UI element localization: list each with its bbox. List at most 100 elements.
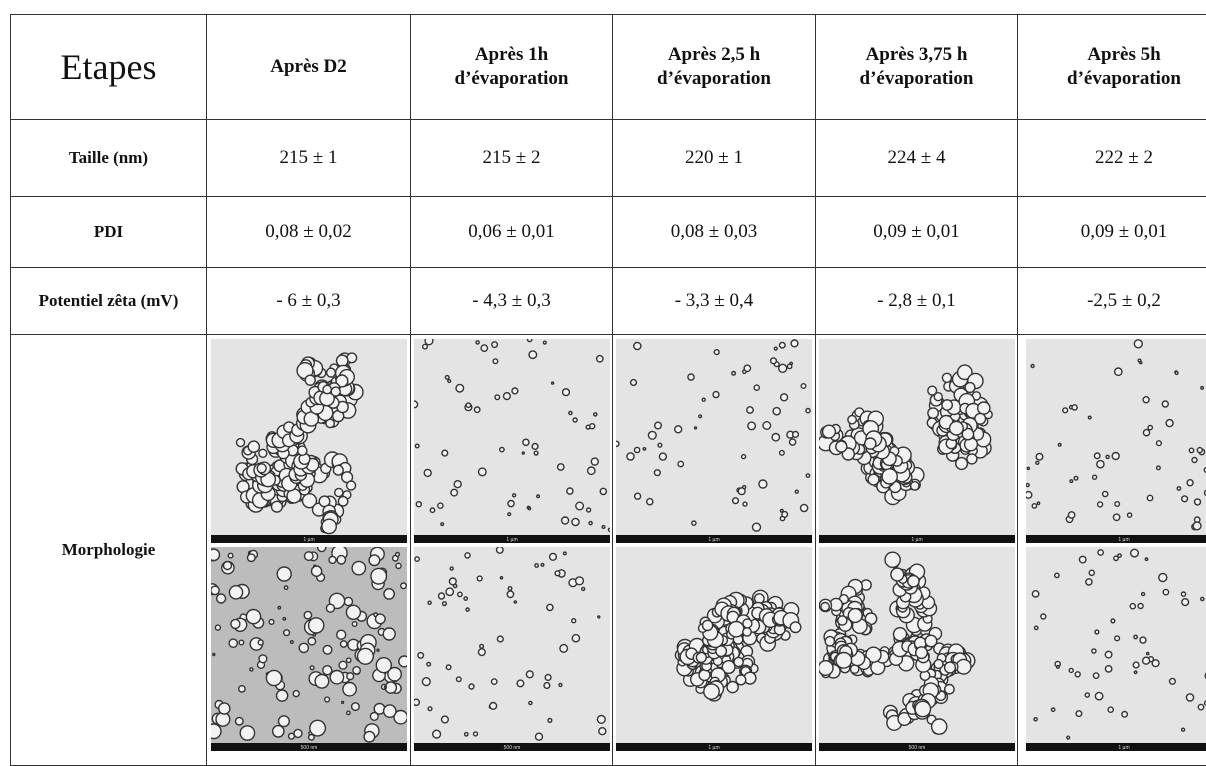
particle [532,444,538,450]
particle [546,604,552,610]
particle [453,584,456,587]
particle [346,605,360,619]
particle [422,678,430,686]
particle [1157,466,1161,470]
value-cell: - 3,3 ± 0,4 [613,268,816,335]
particle [586,425,590,429]
particle [729,622,744,637]
particle [1175,372,1178,375]
particle [1031,365,1034,368]
particle [549,553,556,560]
particle [655,422,662,429]
particle [496,547,503,553]
micrograph: 1 µm [616,339,812,543]
particle [1111,619,1115,623]
particle [491,679,496,684]
particle [934,660,943,669]
particle [534,451,538,455]
particle [283,630,289,636]
header-cell: Après D2 [207,15,411,120]
particle [593,413,596,416]
particle [562,389,569,396]
particle [942,373,951,382]
particle [1133,662,1139,668]
particle [383,589,393,599]
data-row: Potentiel zêta (mV)- 6 ± 0,3- 4,3 ± 0,3-… [11,268,1206,335]
particle [1145,558,1147,560]
particle [493,359,498,364]
particle [734,657,743,666]
particle [479,644,483,648]
particle [544,683,550,689]
particle [321,519,335,533]
particle [1170,678,1176,684]
particle [1098,502,1103,507]
particle [375,614,385,624]
particle [326,368,335,377]
particle [1094,453,1100,459]
particle [536,495,539,498]
particle [426,662,430,666]
particle [748,422,756,430]
particle [370,568,386,584]
particle [1051,708,1054,711]
particle [507,513,510,516]
particle [304,611,311,618]
particle [230,619,239,628]
micrograph-bg [414,339,610,543]
particle [352,667,359,674]
particle [344,597,352,605]
particle [500,577,502,579]
particle [1143,397,1149,403]
particle [322,666,331,675]
particle [654,470,660,476]
value-cell: 0,08 ± 0,03 [613,197,816,268]
particle [587,467,594,474]
particle [743,628,751,636]
particle [1070,480,1073,483]
particle [369,555,380,566]
particle [1057,666,1060,669]
particle [699,670,710,681]
scale-label: 1 µm [1118,537,1129,543]
particle [1106,455,1109,458]
particle [308,618,323,633]
particle [1032,504,1036,508]
scale-label: 1 µm [708,745,719,751]
particle [1134,635,1137,638]
particle [1098,550,1103,555]
particle [747,407,753,413]
particle [415,444,419,448]
particle [294,729,302,737]
particle [293,691,299,697]
particle [528,508,530,510]
particle [277,567,291,581]
particle [1166,420,1173,427]
particle [1026,484,1029,487]
particle [334,488,342,496]
value-cell: 0,08 ± 0,02 [207,197,411,268]
particle [491,342,497,348]
particle [1089,570,1094,575]
particle [247,554,255,562]
particle [297,446,306,455]
value-cell: 222 ± 2 [1018,120,1206,197]
header-cell: Etapes [11,15,207,120]
particle [744,365,750,371]
particle [801,504,808,511]
micrograph-bg [1026,547,1206,751]
particle [966,454,976,464]
particle [753,523,761,531]
particle [944,662,955,673]
particle [438,593,444,599]
particle [1157,441,1162,446]
particle [395,553,399,557]
particle [1075,672,1080,677]
particle [534,564,537,567]
particle [1095,692,1102,699]
particle [780,342,786,348]
particle [568,411,571,414]
